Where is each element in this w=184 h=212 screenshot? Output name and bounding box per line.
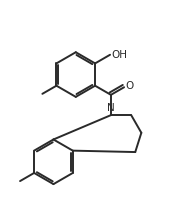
Text: OH: OH — [111, 50, 127, 60]
Text: N: N — [107, 103, 115, 113]
Text: O: O — [126, 81, 134, 91]
